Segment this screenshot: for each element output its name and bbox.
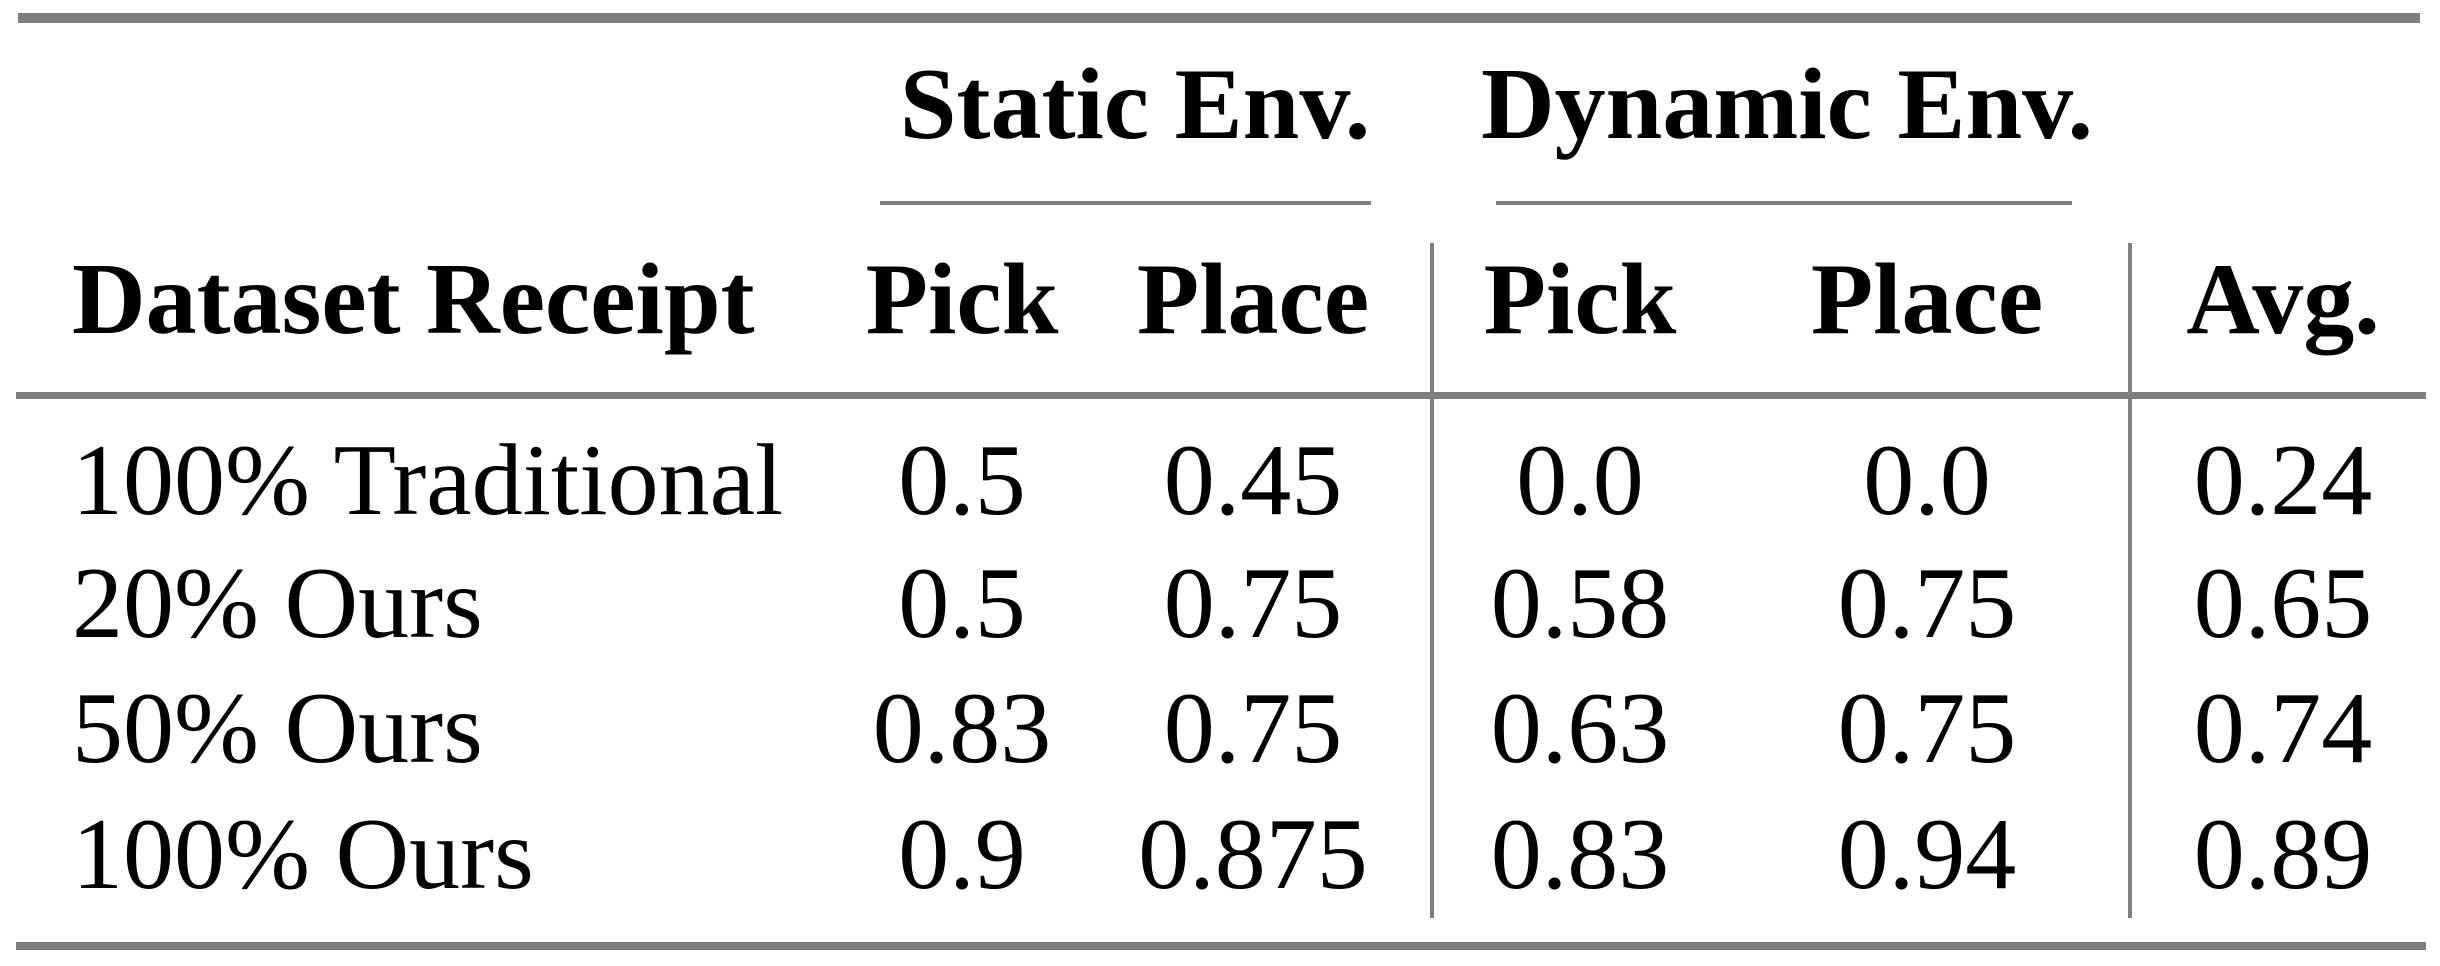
cell-dynamic-pick: 0.83 [1490, 798, 1670, 911]
column-group-static-env: Static Env. [899, 48, 1371, 161]
cell-static-pick: 0.9 [898, 798, 1026, 911]
cell-dynamic-pick: 0.0 [1516, 424, 1644, 537]
cell-static-pick: 0.83 [872, 672, 1052, 785]
column-header-avg: Avg. [2186, 243, 2380, 356]
dynamic-env-underline [1496, 201, 2072, 205]
static-dynamic-divider [1430, 243, 1434, 918]
cell-avg: 0.65 [2193, 547, 2373, 660]
header-rule [16, 392, 2426, 399]
top-rule [18, 13, 2420, 23]
cell-static-place: 0.75 [1163, 547, 1343, 660]
cell-static-place: 0.75 [1163, 672, 1343, 785]
cell-avg: 0.24 [2193, 424, 2373, 537]
column-header-dynamic-place: Place [1810, 243, 2044, 356]
column-header-static-pick: Pick [865, 243, 1059, 356]
static-env-underline [880, 201, 1371, 205]
cell-static-pick: 0.5 [898, 424, 1026, 537]
row-label: 100% Ours [72, 798, 534, 911]
cell-static-place: 0.45 [1163, 424, 1343, 537]
row-label: 20% Ours [72, 547, 483, 660]
avg-divider [2128, 243, 2132, 918]
cell-dynamic-pick: 0.63 [1490, 672, 1670, 785]
cell-dynamic-place: 0.94 [1837, 798, 2017, 911]
column-header-dataset-receipt: Dataset Receipt [72, 243, 755, 356]
column-header-dynamic-pick: Pick [1483, 243, 1677, 356]
column-group-dynamic-env: Dynamic Env. [1480, 48, 2094, 161]
cell-dynamic-place: 0.0 [1863, 424, 1991, 537]
row-label: 100% Traditional [72, 424, 784, 537]
cell-avg: 0.89 [2193, 798, 2373, 911]
row-label: 50% Ours [72, 672, 483, 785]
cell-dynamic-place: 0.75 [1837, 672, 2017, 785]
bottom-rule [16, 942, 2426, 950]
column-header-static-place: Place [1136, 243, 1370, 356]
cell-dynamic-pick: 0.58 [1490, 547, 1670, 660]
cell-avg: 0.74 [2193, 672, 2373, 785]
cell-static-pick: 0.5 [898, 547, 1026, 660]
cell-dynamic-place: 0.75 [1837, 547, 2017, 660]
cell-static-place: 0.875 [1138, 798, 1368, 911]
